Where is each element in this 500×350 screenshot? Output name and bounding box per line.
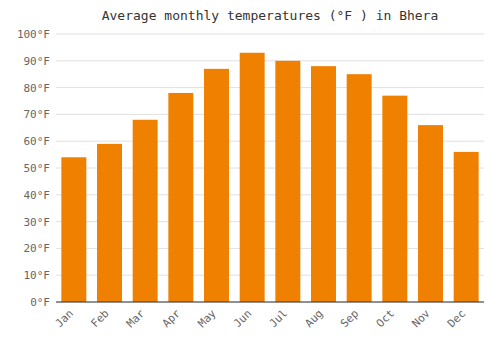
x-axis-line [56, 302, 484, 303]
x-tick-label: Sep [338, 307, 361, 330]
chart-container: Average monthly temperatures (°F ) in Bh… [0, 0, 500, 350]
x-tick-label: Aug [302, 307, 325, 330]
grid-line [56, 60, 484, 61]
chart: Average monthly temperatures (°F ) in Bh… [0, 0, 500, 350]
x-axis: Jan Feb Mar Apr May Jun Jul Aug Sep Oct Nov Dec [53, 302, 484, 330]
bars [61, 53, 478, 302]
bar [204, 69, 229, 302]
bar [97, 144, 122, 302]
bar [275, 61, 300, 302]
x-tick-label: Apr [160, 307, 184, 331]
bar [61, 157, 86, 302]
grid-line [56, 87, 484, 88]
grid [56, 34, 484, 302]
bar [382, 96, 407, 302]
x-tick-label: Jan [53, 307, 76, 330]
bar [240, 53, 265, 302]
grid-line [56, 114, 484, 115]
grid-line [56, 302, 484, 303]
y-tick-label: 40°F [24, 189, 51, 202]
bar [418, 125, 443, 302]
title: Average monthly temperatures (°F ) in Bh… [102, 8, 439, 23]
y-tick-label: 90°F [24, 55, 51, 68]
grid-line [56, 34, 484, 35]
y-tick-label: 100°F [17, 28, 50, 41]
y-axis: 0°F 10°F 20°F 30°F 40°F 50°F 60°F 70°F 80°F 90°F 1… [17, 28, 50, 309]
y-tick-label: 0°F [30, 296, 50, 309]
y-tick-label: 70°F [24, 108, 51, 121]
bar [454, 152, 479, 302]
y-tick-label: 80°F [24, 82, 51, 95]
y-tick-label: 60°F [24, 135, 51, 148]
y-tick-label: 50°F [24, 162, 51, 175]
x-tick-label: Nov [409, 307, 433, 331]
x-tick-label: Feb [88, 307, 111, 330]
x-tick-label: Mar [124, 307, 148, 331]
bar [347, 74, 372, 302]
y-tick-label: 10°F [24, 269, 51, 282]
x-tick-label: May [195, 307, 219, 331]
x-tick-label: Oct [374, 307, 397, 330]
x-tick-label: Jul [267, 307, 290, 330]
bar [133, 120, 158, 302]
x-tick-label: Dec [445, 307, 468, 330]
bar [311, 66, 336, 302]
y-tick-label: 20°F [24, 242, 51, 255]
x-tick-label: Jun [231, 307, 254, 330]
bar [168, 93, 193, 302]
y-tick-label: 30°F [24, 216, 51, 229]
